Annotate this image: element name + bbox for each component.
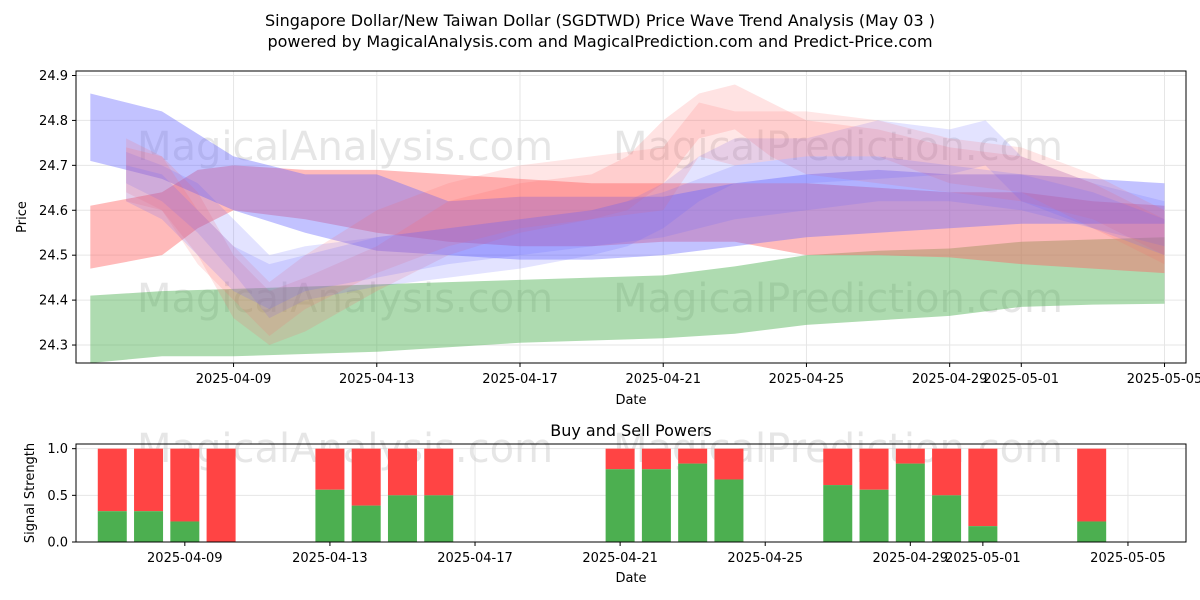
sell-power-bar	[932, 448, 962, 496]
price-wave-panel: MagicalAnalysis.com MagicalPrediction.com…	[15, 69, 1200, 408]
buy-power-bar	[641, 469, 671, 542]
y-tick-label: 24.6	[39, 204, 68, 219]
x-tick-label: 2025-05-05	[1127, 372, 1200, 387]
wave-band-green	[90, 237, 1165, 363]
watermark-text: MagicalPrediction.com	[613, 124, 1063, 170]
y-tick-label: 24.7	[39, 159, 68, 174]
buy-power-bar	[424, 495, 454, 542]
sell-power-bar	[605, 448, 635, 470]
y-axis-label: Price	[15, 201, 30, 233]
x-tick-label: 2025-04-25	[769, 372, 845, 387]
chart-title-line2: powered by MagicalAnalysis.com and Magic…	[267, 32, 932, 51]
x-tick-label: 2025-05-01	[945, 551, 1021, 566]
plot-frame	[75, 70, 1187, 364]
x-axis-label: Date	[615, 571, 646, 586]
x-tick-label: 2025-04-21	[625, 372, 701, 387]
x-tick-label: 2025-04-09	[147, 551, 223, 566]
sell-power-bar	[206, 448, 236, 542]
plot-frame	[75, 443, 1187, 543]
buy-power-bar	[605, 469, 635, 542]
sell-power-bar	[387, 448, 417, 496]
x-tick-label: 2025-04-09	[196, 372, 272, 387]
wave-band-blue	[126, 120, 1165, 319]
watermark-text: MagicalAnalysis.com	[137, 426, 553, 472]
sell-power-bar	[315, 448, 345, 490]
sell-power-bar	[895, 448, 925, 464]
sell-power-bar	[714, 448, 744, 480]
y-tick-label: 0.5	[47, 489, 68, 504]
buy-power-bar	[932, 495, 962, 542]
wave-band-blue	[90, 93, 1165, 260]
y-tick-label: 24.4	[39, 294, 68, 309]
buy-power-bar	[895, 463, 925, 542]
x-tick-label: 2025-04-13	[339, 372, 415, 387]
sell-power-bar	[968, 448, 998, 527]
buy-power-bar	[968, 526, 998, 542]
x-tick-label: 2025-04-17	[482, 372, 558, 387]
buy-power-bar	[823, 485, 853, 542]
buy-power-bar	[97, 511, 127, 542]
y-tick-label: 24.8	[39, 114, 68, 129]
panel-title: Buy and Sell Powers	[550, 421, 712, 440]
y-tick-label: 24.3	[39, 339, 68, 354]
x-tick-label: 2025-05-05	[1090, 551, 1166, 566]
sell-power-bar	[678, 448, 708, 464]
sell-power-bar	[97, 448, 127, 512]
buy-power-bar	[387, 495, 417, 542]
sell-power-bar	[823, 448, 853, 486]
buy-power-bar	[714, 479, 744, 542]
x-tick-label: 2025-04-21	[582, 551, 658, 566]
sell-power-bar	[134, 448, 164, 512]
watermark-text: MagicalPrediction.com	[613, 276, 1063, 322]
wave-band-red	[126, 84, 1165, 346]
watermark-text: MagicalAnalysis.com	[137, 124, 553, 170]
sell-power-bar	[1077, 448, 1107, 522]
buy-power-bar	[315, 489, 345, 542]
y-tick-label: 1.0	[47, 442, 68, 457]
buy-power-bar	[351, 505, 381, 542]
chart-title-line1: Singapore Dollar/New Taiwan Dollar (SGDT…	[265, 11, 935, 30]
wave-band-red	[90, 165, 1165, 274]
buy-power-bar	[678, 463, 708, 542]
x-tick-label: 2025-04-29	[873, 551, 949, 566]
x-axis-label: Date	[615, 393, 646, 408]
buy-sell-panel: MagicalAnalysis.comMagicalPrediction.com…	[23, 421, 1187, 586]
x-tick-label: 2025-04-29	[912, 372, 988, 387]
x-tick-label: 2025-04-25	[727, 551, 803, 566]
x-tick-label: 2025-05-01	[984, 372, 1060, 387]
watermark-text: MagicalAnalysis.com	[137, 276, 553, 322]
y-tick-label: 0.0	[47, 536, 68, 551]
sell-power-bar	[351, 448, 381, 506]
y-tick-label: 24.9	[39, 69, 68, 84]
sell-power-bar	[859, 448, 889, 490]
buy-power-bar	[134, 511, 164, 542]
wave-band-red	[126, 102, 1165, 337]
y-axis-label: Signal Strength	[23, 443, 38, 543]
wave-band-blue	[126, 156, 1165, 310]
x-tick-label: 2025-04-13	[292, 551, 368, 566]
x-tick-label: 2025-04-17	[437, 551, 513, 566]
sell-power-bar	[170, 448, 200, 522]
buy-power-bar	[859, 489, 889, 542]
bands-group	[90, 84, 1165, 363]
buy-power-bar	[170, 521, 200, 542]
buy-power-bar	[1077, 521, 1107, 542]
y-tick-label: 24.5	[39, 249, 68, 264]
sell-power-bar	[424, 448, 454, 496]
sell-power-bar	[641, 448, 671, 470]
